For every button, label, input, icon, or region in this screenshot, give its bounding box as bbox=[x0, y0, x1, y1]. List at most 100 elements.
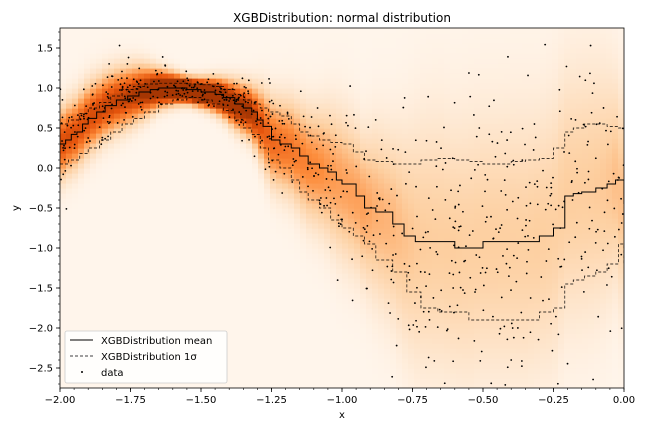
heatmap-cell bbox=[456, 188, 463, 194]
heatmap-cell bbox=[114, 293, 121, 299]
heatmap-cell bbox=[432, 348, 439, 354]
heatmap-cell bbox=[318, 33, 325, 39]
heatmap-cell bbox=[408, 243, 415, 249]
heatmap-cell bbox=[84, 188, 91, 194]
heatmap-cell bbox=[72, 153, 79, 159]
heatmap-cell bbox=[240, 158, 247, 164]
heatmap-cell bbox=[174, 303, 181, 309]
heatmap-cell bbox=[378, 338, 385, 344]
heatmap-cell bbox=[462, 328, 469, 334]
heatmap-cell bbox=[282, 48, 289, 54]
heatmap-cell bbox=[240, 358, 247, 364]
heatmap-cell bbox=[90, 113, 97, 119]
heatmap-cell bbox=[162, 98, 169, 104]
heatmap-cell bbox=[354, 163, 361, 169]
heatmap-cell bbox=[294, 273, 301, 279]
heatmap-cell bbox=[354, 298, 361, 304]
heatmap-cell bbox=[180, 218, 187, 224]
heatmap-cell bbox=[324, 288, 331, 294]
heatmap-cell bbox=[252, 193, 259, 199]
heatmap-cell bbox=[66, 223, 73, 229]
heatmap-cell bbox=[462, 63, 469, 69]
heatmap-cell bbox=[372, 223, 379, 229]
heatmap-cell bbox=[198, 253, 205, 259]
heatmap-cell bbox=[234, 148, 241, 154]
heatmap-cell bbox=[150, 53, 157, 59]
heatmap-cell bbox=[294, 193, 301, 199]
heatmap-cell bbox=[474, 338, 481, 344]
heatmap-cell bbox=[282, 198, 289, 204]
heatmap-cell bbox=[306, 68, 313, 74]
heatmap-cell bbox=[342, 283, 349, 289]
heatmap-cell bbox=[300, 218, 307, 224]
heatmap-cell bbox=[270, 128, 277, 134]
heatmap-cell bbox=[396, 118, 403, 124]
heatmap-cell bbox=[420, 323, 427, 329]
heatmap-cell bbox=[162, 263, 169, 269]
heatmap-cell bbox=[186, 188, 193, 194]
heatmap-cell bbox=[306, 373, 313, 379]
heatmap-cell bbox=[402, 218, 409, 224]
heatmap-cell bbox=[90, 103, 97, 109]
heatmap-cell bbox=[144, 273, 151, 279]
heatmap-cell bbox=[426, 373, 433, 379]
heatmap-cell bbox=[414, 233, 421, 239]
heatmap-cell bbox=[414, 88, 421, 94]
heatmap-cell bbox=[306, 168, 313, 174]
heatmap-cell bbox=[84, 93, 91, 99]
heatmap-cell bbox=[390, 383, 397, 388]
heatmap-cell bbox=[234, 38, 241, 44]
heatmap-cell bbox=[234, 273, 241, 279]
heatmap-cell bbox=[348, 28, 355, 34]
heatmap-cell bbox=[324, 28, 331, 34]
heatmap-cell bbox=[468, 133, 475, 139]
heatmap-cell bbox=[360, 123, 367, 129]
heatmap-cell bbox=[390, 153, 397, 159]
heatmap-cell bbox=[354, 323, 361, 329]
heatmap-cell bbox=[240, 53, 247, 59]
heatmap-cell bbox=[456, 288, 463, 294]
heatmap-cell bbox=[198, 268, 205, 274]
heatmap-cell bbox=[312, 93, 319, 99]
heatmap-cell bbox=[456, 193, 463, 199]
heatmap-cell bbox=[78, 238, 85, 244]
heatmap-cell bbox=[444, 258, 451, 264]
heatmap-cell bbox=[228, 158, 235, 164]
heatmap-cell bbox=[210, 168, 217, 174]
heatmap-cell bbox=[312, 63, 319, 69]
heatmap-cell bbox=[156, 228, 163, 234]
heatmap-cell bbox=[150, 228, 157, 234]
heatmap-cell bbox=[138, 243, 145, 249]
heatmap-cell bbox=[84, 213, 91, 219]
heatmap-cell bbox=[330, 273, 337, 279]
heatmap-cell bbox=[252, 238, 259, 244]
heatmap-cell bbox=[414, 63, 421, 69]
heatmap-cell bbox=[234, 218, 241, 224]
heatmap-cell bbox=[162, 268, 169, 274]
heatmap-cell bbox=[204, 53, 211, 59]
heatmap-cell bbox=[342, 103, 349, 109]
heatmap-cell bbox=[330, 238, 337, 244]
heatmap-cell bbox=[102, 243, 109, 249]
heatmap-cell bbox=[276, 153, 283, 159]
heatmap-cell bbox=[432, 73, 439, 79]
heatmap-cell bbox=[384, 223, 391, 229]
heatmap-cell bbox=[264, 113, 271, 119]
heatmap-cell bbox=[138, 43, 145, 49]
heatmap-cell bbox=[126, 268, 133, 274]
heatmap-cell bbox=[90, 28, 97, 34]
heatmap-cell bbox=[270, 118, 277, 124]
heatmap-cell bbox=[72, 73, 79, 79]
heatmap-cell bbox=[336, 213, 343, 219]
heatmap-cell bbox=[390, 108, 397, 114]
heatmap-cell bbox=[120, 118, 127, 124]
heatmap-cell bbox=[132, 148, 139, 154]
heatmap-cell bbox=[120, 43, 127, 49]
heatmap-cell bbox=[300, 318, 307, 324]
heatmap-cell bbox=[462, 143, 469, 149]
heatmap-cell bbox=[300, 223, 307, 229]
heatmap-cell bbox=[372, 123, 379, 129]
heatmap-cell bbox=[276, 373, 283, 379]
heatmap-cell bbox=[402, 63, 409, 69]
heatmap-cell bbox=[96, 128, 103, 134]
